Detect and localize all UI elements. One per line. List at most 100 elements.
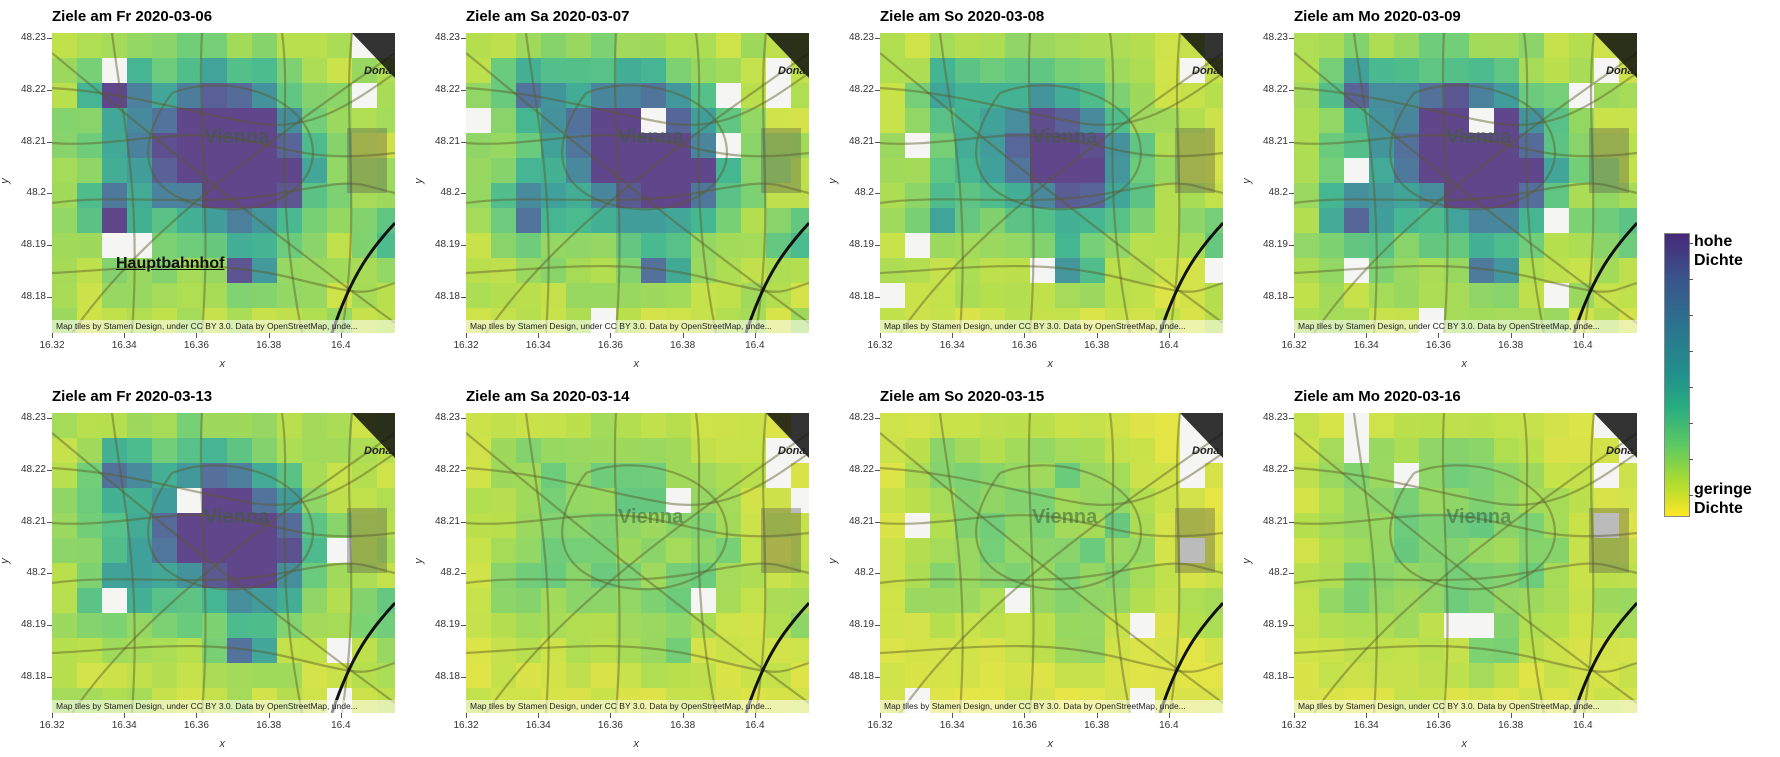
map-area[interactable]: Vienna Dona Map tiles by Stamen Design, un…: [466, 413, 809, 713]
density-cell: [905, 438, 930, 463]
density-cell: [1105, 258, 1130, 283]
density-cell: [302, 488, 327, 513]
density-cell: [77, 258, 102, 283]
density-cell: [177, 488, 202, 513]
density-cell: [1294, 588, 1319, 613]
density-cell: [1030, 33, 1055, 58]
density-cell: [541, 233, 566, 258]
density-cell: [541, 513, 566, 538]
density-cell: [591, 58, 616, 83]
density-cell: [352, 183, 377, 208]
density-cell: [1294, 33, 1319, 58]
density-cell: [566, 563, 591, 588]
density-cell: [980, 588, 1005, 613]
density-cell: [377, 258, 395, 283]
street-line: [561, 464, 729, 591]
density-cell: [1494, 588, 1519, 613]
x-tick-mark: [682, 333, 684, 338]
density-cell: [716, 413, 741, 438]
density-cell: [1005, 233, 1030, 258]
density-cell: [152, 413, 177, 438]
map-area[interactable]: Vienna Dona Hauptbahnhof Map tiles by Stame…: [52, 33, 395, 333]
density-cell: [491, 258, 516, 283]
density-cell: [491, 233, 516, 258]
map-attribution: Map tiles by Stamen Design, under CC BY …: [880, 320, 1223, 333]
x-tick-label: 16.38: [1498, 720, 1524, 731]
density-cell: [277, 563, 302, 588]
density-cell: [327, 438, 352, 463]
density-cell: [691, 108, 716, 133]
y-tick-mark: [1289, 245, 1294, 247]
map-area[interactable]: Vienna Dona Map tiles by Stamen Design, un…: [466, 33, 809, 333]
river-label: Dona: [1606, 445, 1634, 457]
density-cell: [880, 208, 905, 233]
density-cell: [716, 613, 741, 638]
density-cell: [177, 513, 202, 538]
density-cell: [102, 283, 127, 308]
map-area[interactable]: Vienna Dona Map tiles by Stamen Design, un…: [52, 413, 395, 713]
density-cell: [1005, 58, 1030, 83]
density-cell: [1130, 33, 1155, 58]
density-cell: [1130, 58, 1155, 83]
density-cell: [616, 233, 641, 258]
street-line: [1027, 413, 1035, 713]
colorbar-tick: [1689, 495, 1693, 496]
density-cell: [466, 488, 491, 513]
density-cell: [905, 488, 930, 513]
map-area[interactable]: Vienna Dona Map tiles by Stamen Design, un…: [880, 413, 1223, 713]
density-cell: [491, 663, 516, 688]
density-cell: [1494, 413, 1519, 438]
density-cell: [127, 538, 152, 563]
rail-line: [744, 601, 809, 713]
density-cell: [352, 283, 377, 308]
density-cell: [980, 58, 1005, 83]
density-cell: [1105, 463, 1130, 488]
density-cell: [1319, 33, 1344, 58]
density-cell: [741, 513, 766, 538]
density-cell: [491, 463, 516, 488]
density-cell: [1294, 108, 1319, 133]
density-cell: [152, 613, 177, 638]
map-area[interactable]: Vienna Dona Map tiles by Stamen Design, un…: [1294, 33, 1637, 333]
street-line: [613, 413, 621, 713]
density-cell: [1005, 663, 1030, 688]
density-cell: [930, 108, 955, 133]
density-cell: [252, 563, 277, 588]
density-cell: [227, 613, 252, 638]
x-tick-label: 16.34: [111, 340, 137, 351]
density-cell: [252, 438, 277, 463]
x-tick-mark: [466, 333, 467, 338]
density-cell: [1080, 183, 1105, 208]
x-tick-mark: [196, 333, 198, 338]
density-cell: [77, 563, 102, 588]
density-cell: [1080, 438, 1105, 463]
density-cell: [880, 538, 905, 563]
density-cell: [930, 233, 955, 258]
street-line: [110, 413, 136, 713]
density-cell: [202, 413, 227, 438]
density-cell: [1319, 283, 1344, 308]
density-cell: [1180, 613, 1205, 638]
density-cell: [1155, 463, 1180, 488]
y-tick-mark: [1289, 676, 1294, 678]
density-cell: [691, 513, 716, 538]
density-cell: [1394, 613, 1419, 638]
map-area[interactable]: Vienna Dona Map tiles by Stamen Design, un…: [880, 33, 1223, 333]
density-cell: [52, 538, 77, 563]
density-cell: [491, 563, 516, 588]
density-cell: [1419, 438, 1444, 463]
density-cell: [591, 208, 616, 233]
panel-title: Ziele am So 2020-03-15: [880, 388, 1045, 405]
density-cell: [541, 258, 566, 283]
density-cell: [955, 613, 980, 638]
density-cell: [1569, 488, 1594, 513]
density-cell: [202, 283, 227, 308]
river-label: Dona: [778, 65, 806, 77]
x-tick-mark: [1438, 333, 1440, 338]
density-cell: [377, 613, 395, 638]
map-area[interactable]: Vienna Dona Map tiles by Stamen Design, un…: [1294, 413, 1637, 713]
density-cell: [1055, 513, 1080, 538]
density-cell: [566, 33, 591, 58]
density-cell: [1030, 463, 1055, 488]
density-cell: [77, 438, 102, 463]
